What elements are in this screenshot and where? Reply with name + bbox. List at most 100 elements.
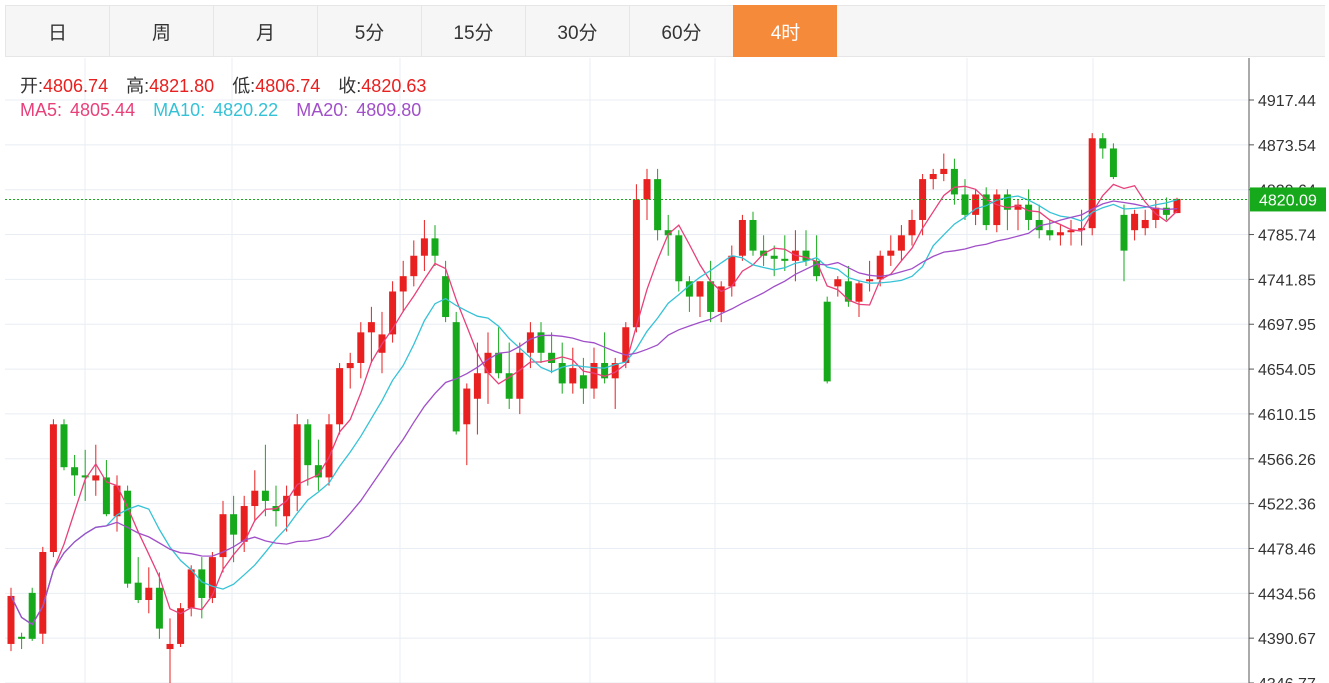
candle-body [770, 255, 778, 259]
tab-day[interactable]: 日 [5, 5, 109, 57]
candle-body [251, 490, 259, 507]
candle-body [442, 276, 450, 318]
y-tick-label: 4741.85 [1258, 272, 1316, 289]
candle-body [495, 352, 503, 374]
candle-body [675, 235, 683, 282]
candle-body [71, 467, 79, 476]
candle-body [346, 363, 354, 369]
candle-body [728, 255, 736, 287]
candle-body [399, 276, 407, 292]
y-tick-label: 4434.56 [1258, 586, 1316, 603]
candle-body [908, 219, 916, 236]
candle-body [526, 332, 534, 353]
candle-body [897, 235, 905, 251]
tab-4hour[interactable]: 4时 [733, 5, 837, 57]
candle-body [993, 194, 1001, 226]
candle-body [473, 373, 481, 399]
candle-body [261, 490, 269, 501]
candle-body [505, 373, 513, 399]
candle-body [187, 569, 195, 609]
candle-body [304, 424, 312, 466]
ma20-label: MA20: [296, 100, 349, 120]
candle-body [813, 260, 821, 277]
open-label: 开: [20, 76, 44, 96]
candle-body [569, 368, 577, 384]
tab-60min[interactable]: 60分 [629, 5, 733, 57]
y-tick-label: 4873.54 [1258, 138, 1316, 155]
candle-body [92, 475, 100, 481]
candle-body [1078, 228, 1086, 231]
tab-15min[interactable]: 15分 [421, 5, 525, 57]
candle-body [982, 194, 990, 226]
candle-body [357, 332, 365, 364]
candle-body [134, 582, 142, 601]
candle-body [887, 250, 895, 256]
ma20-value: 4809.80 [356, 100, 422, 120]
candle-body [1014, 204, 1022, 210]
candle-body [102, 477, 110, 515]
candle-body [166, 643, 174, 650]
candle-body [420, 238, 428, 256]
candle-body [929, 174, 937, 180]
candle-body [1046, 230, 1054, 236]
candle-body [972, 194, 980, 215]
tab-week[interactable]: 周 [109, 5, 213, 57]
candle-body [548, 352, 556, 364]
candle-body [283, 495, 291, 517]
candle-body [579, 375, 587, 389]
candle-body [28, 592, 36, 639]
candle-body [1173, 198, 1181, 214]
candle-body [49, 424, 57, 552]
candle-body [717, 286, 725, 312]
candle-body [876, 255, 884, 280]
candle-body [834, 279, 842, 287]
candle-body [866, 279, 874, 282]
candle-body [367, 322, 375, 333]
open-value: 4806.74 [43, 76, 109, 96]
high-value: 4821.80 [149, 76, 215, 96]
candle-body [654, 179, 662, 231]
candle-body [802, 250, 810, 261]
candle-body [1162, 207, 1170, 215]
ma-info: MA5: 4805.44 MA10: 4820.22 MA20: 4809.80 [20, 100, 421, 121]
candle-body [452, 322, 460, 432]
candle-body [208, 557, 216, 598]
candle-body [230, 514, 238, 535]
tabs-filler [837, 5, 1325, 57]
candle-body [1141, 219, 1149, 229]
candle-body [1099, 138, 1107, 149]
candle-body [7, 595, 15, 644]
candle-body [961, 194, 969, 215]
ohlc-info: 开:4806.74 高:4821.80 低:4806.74 收:4820.63 [20, 72, 426, 98]
candle-body [198, 569, 206, 598]
candle-body [950, 168, 958, 195]
tab-month[interactable]: 月 [213, 5, 317, 57]
candle-body [431, 238, 439, 256]
candle-body [1120, 214, 1128, 251]
ma20-line [10, 200, 1178, 626]
candle-body [113, 485, 121, 517]
candle-body [1109, 148, 1117, 178]
candle-body [685, 281, 693, 297]
candle-body [1131, 213, 1139, 231]
tab-5min[interactable]: 5分 [317, 5, 421, 57]
candle-body [314, 465, 322, 478]
current-price-label: 4820.09 [1259, 192, 1317, 209]
close-label: 收: [338, 76, 362, 96]
candle-body [855, 283, 863, 302]
candle-body [664, 230, 672, 236]
tab-30min[interactable]: 30分 [525, 5, 629, 57]
candle-body [124, 490, 132, 584]
candle-body [1025, 204, 1033, 220]
ma10-value: 4820.22 [213, 100, 279, 120]
y-tick-label: 4522.36 [1258, 497, 1316, 514]
candle-body [1003, 194, 1011, 210]
candle-body [177, 608, 185, 644]
candle-body [1088, 138, 1096, 229]
candle-body [632, 199, 640, 328]
candle-body [823, 301, 831, 382]
y-tick-label: 4785.74 [1258, 228, 1316, 245]
candle-body [558, 363, 566, 384]
candle-body [240, 506, 248, 542]
